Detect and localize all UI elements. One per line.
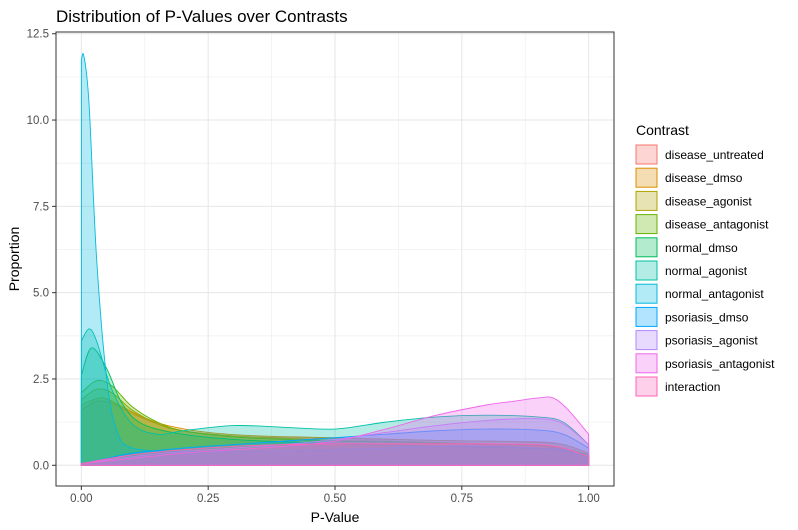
legend-label: psoriasis_agonist: [665, 334, 758, 348]
y-tick-label: 10.0: [27, 115, 49, 127]
density-area-psoriasis-antagonist: [80, 396, 590, 466]
legend-key: [635, 330, 658, 351]
legend-label: psoriasis_dmso: [665, 310, 749, 324]
x-tick-label: 0.00: [70, 493, 92, 505]
legend-key: [635, 214, 658, 235]
density-areas: [80, 53, 590, 466]
legend-key: [635, 376, 658, 397]
legend-item-normal-antagonist: normal_antagonist: [635, 283, 764, 304]
legend: Contrast disease_untreateddisease_dmsodi…: [635, 122, 775, 397]
legend-label: normal_dmso: [665, 241, 738, 255]
x-tick-label: 1.00: [577, 493, 599, 505]
density-area-normal-antagonist: [80, 53, 590, 466]
legend-key: [635, 190, 658, 211]
legend-label: disease_agonist: [665, 194, 752, 208]
y-tick-label: 0.0: [33, 460, 49, 472]
legend-key: [635, 167, 658, 188]
legend-items: disease_untreated disease_dmso disease_ago…: [635, 144, 775, 397]
legend-item-disease-dmso: disease_dmso: [635, 167, 743, 188]
y-axis-title: Proportion: [6, 227, 22, 292]
legend-item-disease-agonist: disease_agonist: [635, 190, 752, 211]
x-axis-title: P-Value: [311, 509, 360, 525]
legend-item-disease-antagonist: disease_antagonist: [635, 214, 769, 235]
legend-label: normal_agonist: [665, 264, 748, 278]
density-area-disease-untreated: [80, 400, 590, 466]
x-tick-label: 0.25: [197, 493, 219, 505]
legend-label: normal_antagonist: [665, 287, 764, 301]
legend-label: disease_dmso: [665, 171, 743, 185]
x-tick-label: 0.75: [451, 493, 473, 505]
density-area-disease-dmso: [80, 397, 590, 466]
legend-item-interaction: interaction: [635, 376, 720, 397]
x-axis-ticks: 0.00 0.25 0.50 0.75 1.00: [70, 486, 600, 505]
density-area-interaction: [80, 443, 590, 466]
legend-label: disease_untreated: [665, 148, 764, 162]
grid-lines: [56, 32, 614, 486]
legend-item-psoriasis-agonist: psoriasis_agonist: [635, 330, 758, 351]
legend-key: [635, 144, 658, 165]
legend-title: Contrast: [636, 122, 689, 138]
legend-label: disease_antagonist: [665, 218, 769, 232]
legend-item-normal-dmso: normal_dmso: [635, 237, 738, 258]
legend-key: [635, 306, 658, 327]
legend-label: interaction: [665, 380, 720, 394]
legend-item-psoriasis-dmso: psoriasis_dmso: [635, 306, 749, 327]
legend-item-normal-agonist: normal_agonist: [635, 260, 748, 281]
legend-key: [635, 353, 658, 374]
y-tick-label: 12.5: [27, 29, 49, 41]
legend-item-disease-untreated: disease_untreated: [635, 144, 764, 165]
legend-label: psoriasis_antagonist: [665, 357, 775, 371]
legend-item-psoriasis-antagonist: psoriasis_antagonist: [635, 353, 775, 374]
y-tick-label: 2.5: [33, 374, 49, 386]
legend-key: [635, 237, 658, 258]
density-area-psoriasis-agonist: [80, 418, 590, 466]
y-tick-label: 5.0: [33, 288, 49, 300]
legend-key: [635, 260, 658, 281]
legend-key: [635, 283, 658, 304]
y-axis-ticks: 0.0 2.5 5.0 7.5 10.0 12.5: [27, 29, 56, 472]
density-area-normal-agonist: [80, 328, 590, 466]
chart-title: Distribution of P-Values over Contrasts: [56, 7, 348, 26]
y-tick-label: 7.5: [33, 201, 49, 213]
x-tick-label: 0.50: [324, 493, 346, 505]
density-area-psoriasis-dmso: [80, 428, 590, 466]
